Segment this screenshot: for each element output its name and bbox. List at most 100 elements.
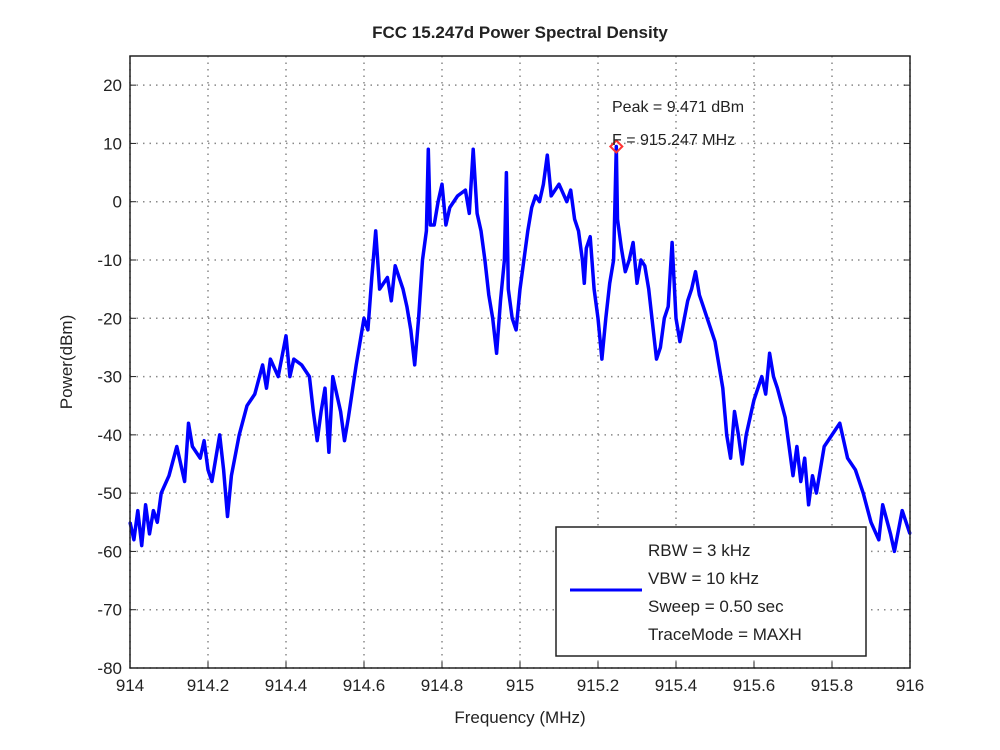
y-tick-label: -20 xyxy=(97,309,122,328)
psd-data-point xyxy=(546,153,549,157)
x-tick-label: 914.6 xyxy=(343,676,386,695)
psd-data-point xyxy=(518,287,522,291)
psd-data-point xyxy=(542,183,545,186)
psd-data-point xyxy=(565,200,568,203)
psd-data-point xyxy=(487,293,490,297)
y-tick-label: -30 xyxy=(97,368,122,387)
psd-data-point xyxy=(729,456,732,460)
psd-data-point xyxy=(175,445,178,448)
psd-data-point xyxy=(620,247,623,250)
psd-data-point xyxy=(319,410,323,413)
psd-data-point xyxy=(230,474,233,477)
psd-data-point xyxy=(405,305,409,308)
axis-ticks: 914 914.2 914.4 914.6 914.8 915 915.2 915.4 915.… xyxy=(97,76,924,695)
legend-rbw: RBW = 3 kHz xyxy=(648,541,751,560)
psd-data-point xyxy=(823,445,826,448)
legend: RBW = 3 kHz VBW = 10 kHz Sweep = 0.50 se… xyxy=(555,526,867,657)
y-tick-label: -80 xyxy=(97,659,122,678)
psd-data-point xyxy=(752,398,756,402)
psd-data-point xyxy=(511,317,514,320)
psd-data-point xyxy=(690,287,693,291)
psd-data-point xyxy=(269,357,272,361)
psd-data-point xyxy=(678,340,682,343)
psd-data-point xyxy=(581,258,584,262)
x-tick-label: 914.4 xyxy=(265,676,308,695)
psd-data-point xyxy=(427,148,430,151)
y-axis-label: Power(dBm) xyxy=(57,315,76,409)
psd-data-point xyxy=(277,375,280,378)
psd-data-point xyxy=(308,375,311,378)
psd-data-point xyxy=(238,433,241,437)
psd-data-point xyxy=(362,317,366,320)
psd-data-point xyxy=(846,456,849,460)
psd-data-point xyxy=(499,299,502,302)
psd-data-point xyxy=(218,433,221,437)
psd-data-point xyxy=(370,276,373,279)
x-tick-label: 915 xyxy=(506,676,534,695)
psd-data-point xyxy=(631,241,635,244)
psd-data-point xyxy=(316,439,319,442)
psd-data-point xyxy=(448,206,451,209)
psd-data-point xyxy=(507,287,510,291)
psd-data-point xyxy=(635,282,639,285)
psd-data-point xyxy=(312,410,315,413)
psd-data-point xyxy=(144,503,147,506)
psd-data-point xyxy=(503,258,506,262)
psd-data-point xyxy=(386,276,389,279)
psd-data-point xyxy=(737,433,740,437)
psd-data-point xyxy=(534,194,537,198)
psd-data-point xyxy=(390,299,393,302)
psd-data-point xyxy=(514,328,518,332)
x-tick-label: 916 xyxy=(896,676,924,695)
psd-data-point xyxy=(577,229,580,233)
y-tick-label: -40 xyxy=(97,426,122,445)
psd-data-point xyxy=(854,468,857,472)
psd-data-point xyxy=(741,462,744,466)
psd-data-point xyxy=(148,532,151,536)
peak-marker-icon xyxy=(608,139,624,154)
y-tick-label: -50 xyxy=(97,484,122,503)
psd-data-point xyxy=(505,171,508,174)
psd-data-point xyxy=(803,456,806,460)
psd-data-point xyxy=(663,317,666,320)
psd-data-point xyxy=(421,258,424,262)
psd-data-point xyxy=(292,357,295,361)
peak-freq-annotation: F = 915.247 MHz xyxy=(612,132,735,149)
trace-layer xyxy=(128,139,912,554)
x-tick-label: 914 xyxy=(116,676,144,695)
psd-data-point xyxy=(355,363,358,367)
psd-data-point xyxy=(764,392,767,396)
psd-data-point xyxy=(670,241,674,244)
psd-data-point xyxy=(132,538,136,541)
psd-data-point xyxy=(573,218,576,221)
psd-data-point xyxy=(733,410,736,413)
legend-tracemode: TraceMode = MAXH xyxy=(648,625,802,644)
psd-data-point xyxy=(807,503,810,506)
plot-frame xyxy=(129,55,911,669)
psd-data-point xyxy=(444,223,448,227)
psd-data-point xyxy=(655,357,658,361)
psd-data-point xyxy=(615,145,618,148)
peak-power-annotation: Peak = 9.471 dBm xyxy=(612,99,744,116)
psd-data-point xyxy=(862,491,865,495)
psd-data-point xyxy=(187,422,190,425)
psd-data-point xyxy=(760,375,763,378)
psd-data-point xyxy=(725,433,728,437)
psd-data-point xyxy=(206,468,210,472)
psd-data-point xyxy=(140,544,143,547)
y-tick-label: 20 xyxy=(103,76,122,95)
psd-data-point xyxy=(569,188,572,192)
psd-data-point xyxy=(413,363,416,367)
psd-data-point xyxy=(889,532,892,536)
psd-data-point xyxy=(253,392,256,396)
psd-data-point xyxy=(331,375,334,378)
psd-data-point xyxy=(284,334,288,337)
psd-data-point xyxy=(583,282,586,285)
psd-data-point xyxy=(179,462,182,466)
psd-data-point xyxy=(600,357,604,361)
psd-data-point xyxy=(550,194,553,198)
psd-data-point xyxy=(483,258,487,262)
psd-data-point xyxy=(429,223,432,227)
psd-data-point xyxy=(202,439,206,442)
